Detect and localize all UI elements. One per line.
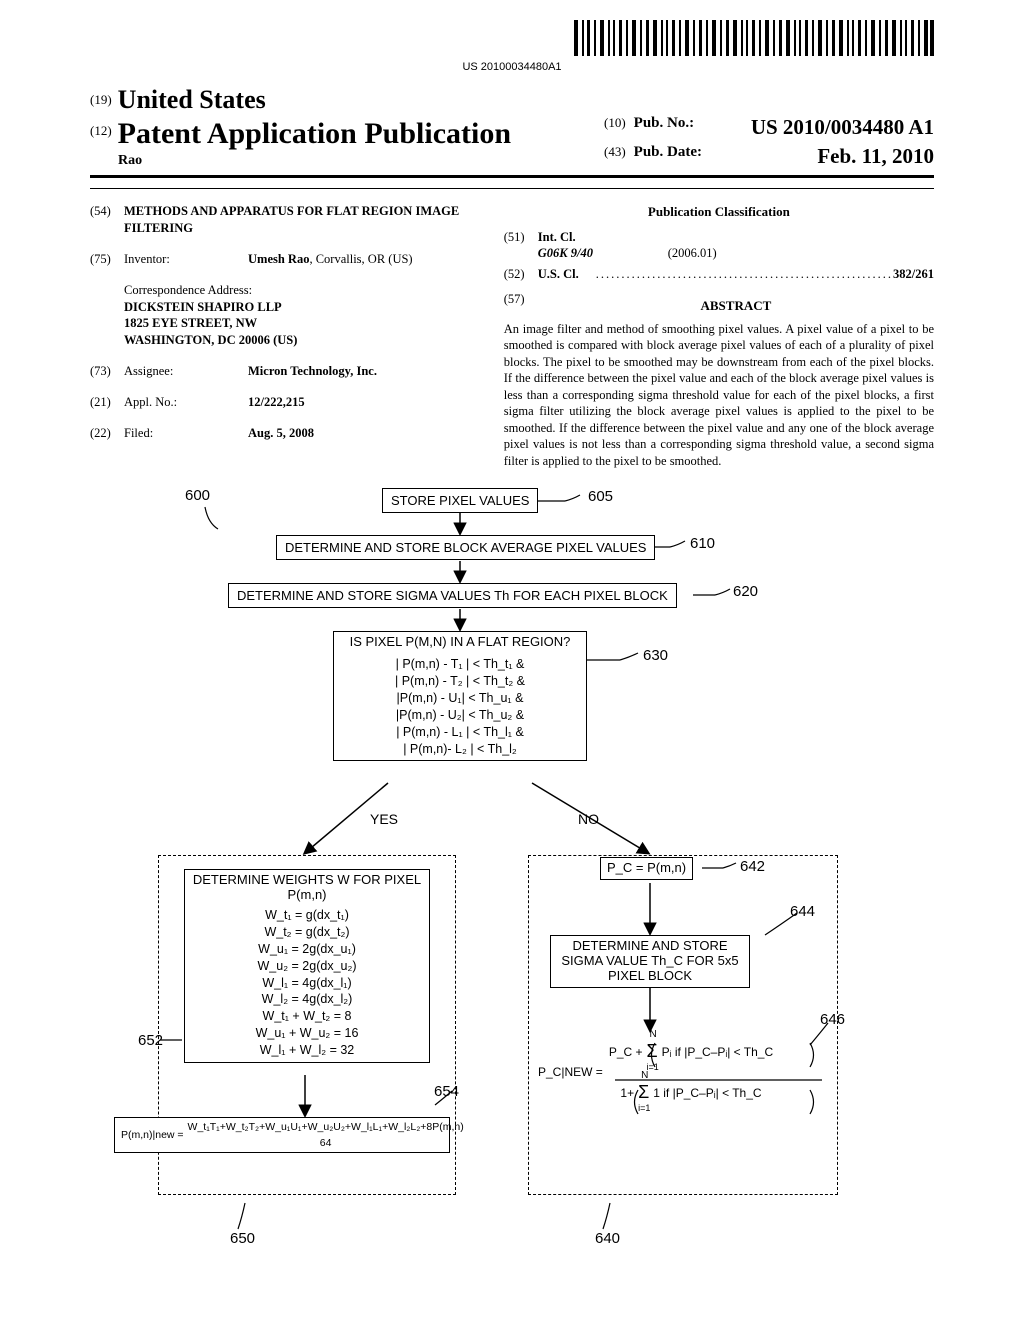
ref-646: 646 <box>820 1011 845 1028</box>
eq646-den-i: i=1 <box>638 1103 650 1113</box>
box-630-l5: | P(m,n) - L₁ | < Th_l₁ & <box>340 724 580 741</box>
box-642: P_C = P(m,n) <box>600 857 693 880</box>
ref-652: 652 <box>138 1032 163 1049</box>
filed-date: Aug. 5, 2008 <box>248 425 474 442</box>
box-630-title: IS PIXEL P(M,N) IN A FLAT REGION? <box>340 635 580 650</box>
box-652-sub: P(m,n) <box>191 888 423 903</box>
eq646-lhs: P_C|NEW = <box>538 1065 603 1079</box>
ref-620: 620 <box>733 583 758 600</box>
yes-label: YES <box>370 811 398 827</box>
hr-thick <box>90 175 934 178</box>
code-19: (19) <box>90 92 112 107</box>
eq646-den-sum: Σ <box>638 1082 649 1102</box>
box-654-num: W_t₁T₁+W_t₂T₂+W_u₁U₁+W_u₂U₂+W_l₁L₁+W_l₂L… <box>188 1121 464 1133</box>
no-label: NO <box>578 811 599 827</box>
eq646-num-N: N <box>650 1029 657 1040</box>
box-630-l1: | P(m,n) - T₁ | < Th_t₁ & <box>340 656 580 673</box>
code-51: (51) <box>504 229 538 246</box>
corr-label: Correspondence Address: <box>124 282 474 299</box>
box-620: DETERMINE AND STORE SIGMA VALUES Th FOR … <box>228 583 677 608</box>
inventor-name: Umesh Rao <box>248 252 309 266</box>
box-610: DETERMINE AND STORE BLOCK AVERAGE PIXEL … <box>276 535 655 560</box>
corr-1: DICKSTEIN SHAPIRO LLP <box>124 299 474 316</box>
appl-no: 12/222,215 <box>248 394 474 411</box>
w4: W_u₂ = 2g(dx_u₂) <box>191 958 423 975</box>
code-73: (73) <box>90 363 124 380</box>
barcode-svg <box>574 20 934 56</box>
w3: W_u₁ = 2g(dx_u₁) <box>191 941 423 958</box>
code-22: (22) <box>90 425 124 442</box>
corr-3: WASHINGTON, DC 20006 (US) <box>124 332 474 349</box>
box-630-l2: | P(m,n) - T₂ | < Th_t₂ & <box>340 673 580 690</box>
barcode-area: US 20100034480A1 <box>90 20 934 73</box>
intcl-label: Int. Cl. <box>538 229 576 246</box>
us-title: United States <box>118 85 266 114</box>
hr-thin <box>90 188 934 189</box>
pubdate-label: Pub. Date: <box>634 144 702 169</box>
box-630-l4: |P(m,n) - U₂| < Th_u₂ & <box>340 707 580 724</box>
ref-650: 650 <box>230 1230 255 1247</box>
w9: W_l₁ + W_l₂ = 32 <box>191 1042 423 1059</box>
code-10: (10) <box>604 115 626 140</box>
w7: W_t₁ + W_t₂ = 8 <box>191 1008 423 1025</box>
box-654-den: 64 <box>188 1137 464 1149</box>
code-12: (12) <box>90 123 112 138</box>
filed-label: Filed: <box>124 425 248 442</box>
abstract-title: ABSTRACT <box>538 297 934 315</box>
assignee: Micron Technology, Inc. <box>248 363 474 380</box>
pub-class-title: Publication Classification <box>504 203 934 221</box>
w8: W_u₁ + W_u₂ = 16 <box>191 1025 423 1042</box>
ref-654: 654 <box>434 1083 459 1100</box>
code-75: (75) <box>90 251 124 268</box>
ref-630: 630 <box>643 647 668 664</box>
eq646-den-body: 1 if |P_C–Pᵢ| < Th_C <box>653 1086 761 1100</box>
eq646-num-body: Pᵢ if |P_C–Pᵢ| < Th_C <box>662 1045 774 1059</box>
w1: W_t₁ = g(dx_t₁) <box>191 907 423 924</box>
dots: ........................................… <box>596 266 893 283</box>
ref-605: 605 <box>588 488 613 505</box>
code-52: (52) <box>504 266 538 283</box>
patent-title: METHODS AND APPARATUS FOR FLAT REGION IM… <box>124 203 474 237</box>
pubdate: Feb. 11, 2010 <box>817 144 934 169</box>
eq646-den-pre: 1+ <box>620 1086 634 1100</box>
ref-642: 642 <box>740 858 765 875</box>
abstract-body: An image filter and method of smoothing … <box>504 321 934 470</box>
uscl-val: 382/261 <box>893 266 934 283</box>
intcl-date: (2006.01) <box>668 245 717 262</box>
pub-type: Patent Application Publication <box>118 117 511 150</box>
box-630-l3: |P(m,n) - U₁| < Th_u₁ & <box>340 690 580 707</box>
inventor-loc: , Corvallis, OR (US) <box>309 252 412 266</box>
ref-644: 644 <box>790 903 815 920</box>
pubno-label: Pub. No.: <box>634 115 694 140</box>
code-43: (43) <box>604 144 626 169</box>
intcl-code: G06K 9/40 <box>538 245 668 262</box>
ref-640: 640 <box>595 1230 620 1247</box>
w2: W_t₂ = g(dx_t₂) <box>191 924 423 941</box>
eq-646: P_C|NEW = P_C + N Σ i=1 Pᵢ if |P_C–Pᵢ| <… <box>538 1041 773 1103</box>
eq646-num-sum: Σ <box>647 1041 658 1061</box>
code-54: (54) <box>90 203 124 237</box>
ref-600: 600 <box>185 487 210 504</box>
w5: W_l₁ = 4g(dx_l₁) <box>191 975 423 992</box>
uscl-label: U.S. Cl. <box>538 266 596 283</box>
eq646-num-pre: P_C + <box>609 1045 643 1059</box>
author-name: Rao <box>118 153 511 169</box>
corr-2: 1825 EYE STREET, NW <box>124 315 474 332</box>
assignee-label: Assignee: <box>124 363 248 380</box>
code-21: (21) <box>90 394 124 411</box>
code-57: (57) <box>504 291 538 321</box>
box-605: STORE PIXEL VALUES <box>382 488 538 513</box>
pubno: US 2010/0034480 A1 <box>751 115 934 140</box>
box-644: DETERMINE AND STORE SIGMA VALUE Th_C FOR… <box>550 935 750 988</box>
w6: W_l₂ = 4g(dx_l₂) <box>191 991 423 1008</box>
ref-610: 610 <box>690 535 715 552</box>
box-630-l6: | P(m,n)- L₂ | < Th_l₂ <box>340 741 580 758</box>
flowchart: 600 STORE PIXEL VALUES 605 DETERMINE AND… <box>90 485 934 1275</box>
barcode-text: US 20100034480A1 <box>90 61 934 73</box>
box-652-title: DETERMINE WEIGHTS W FOR PIXEL <box>191 873 423 888</box>
box-654-lhs: P(m,n)|new = <box>121 1129 184 1141</box>
inventor-label: Inventor: <box>124 251 248 268</box>
eq646-den-N: N <box>641 1070 648 1081</box>
appl-label: Appl. No.: <box>124 394 248 411</box>
